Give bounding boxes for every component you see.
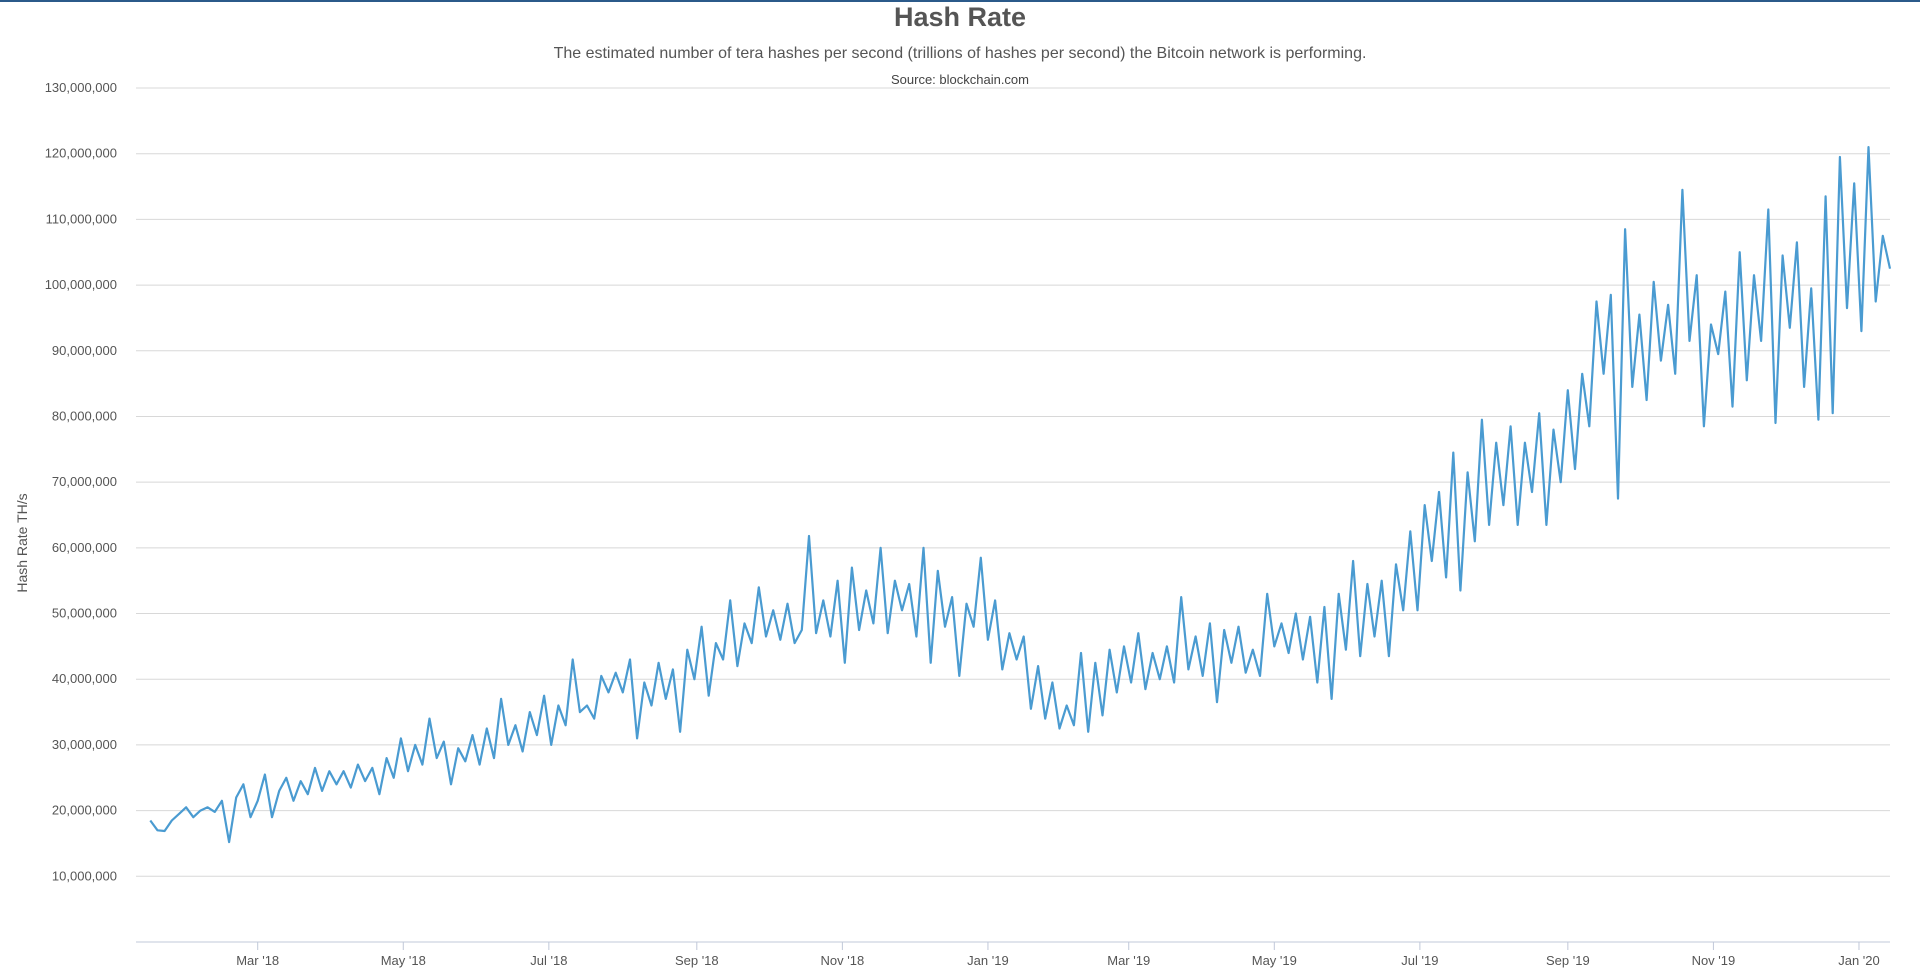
- x-tick-label: Nov '19: [1692, 953, 1736, 968]
- y-tick-label: 50,000,000: [52, 606, 117, 621]
- x-tick-label: Jan '20: [1838, 953, 1880, 968]
- y-axis-ticks: 10,000,000 20,000,000 30,000,000 40,000,000…: [45, 80, 117, 883]
- y-tick-label: 40,000,000: [52, 671, 117, 686]
- x-axis: Mar '18 May '18 Jul '18 Sep '18 Nov '18 Jan '…: [136, 941, 1890, 968]
- x-tick-label: Sep '18: [675, 953, 719, 968]
- x-tick-label: Jan '19: [967, 953, 1009, 968]
- x-tick-label: Sep '19: [1546, 953, 1590, 968]
- y-tick-label: 110,000,000: [46, 211, 117, 226]
- y-tick-label: 80,000,000: [52, 408, 117, 423]
- y-tick-label: 130,000,000: [45, 80, 117, 95]
- series-layer: [149, 146, 1892, 844]
- y-tick-label: 100,000,000: [45, 277, 117, 292]
- series-line: [149, 146, 1892, 844]
- x-tick-label: May '18: [381, 953, 426, 968]
- grid-lines: [136, 87, 1890, 877]
- y-tick-label: 90,000,000: [52, 343, 117, 358]
- x-tick-label: Jul '18: [530, 953, 567, 968]
- x-tick-label: May '19: [1252, 953, 1297, 968]
- y-tick-label: 70,000,000: [52, 474, 117, 489]
- x-tick-label: Mar '18: [236, 953, 279, 968]
- chart-source: Source: blockchain.com: [890, 72, 1029, 87]
- x-tick-label: Mar '19: [1107, 953, 1150, 968]
- chart-subtitle: The estimated number of tera hashes per …: [553, 45, 1367, 62]
- top-accent-rule: [0, 0, 1920, 2]
- y-tick-label: 10,000,000: [52, 868, 117, 883]
- y-tick-label: 120,000,000: [45, 146, 117, 161]
- y-tick-label: 20,000,000: [52, 803, 117, 818]
- y-tick-label: 60,000,000: [52, 540, 117, 555]
- x-tick-label: Nov '18: [821, 953, 865, 968]
- chart-title: Hash Rate: [893, 2, 1027, 32]
- x-tick-label: Jul '19: [1401, 953, 1438, 968]
- y-tick-label: 30,000,000: [52, 737, 117, 752]
- y-axis-title: Hash Rate TH/s: [14, 493, 30, 592]
